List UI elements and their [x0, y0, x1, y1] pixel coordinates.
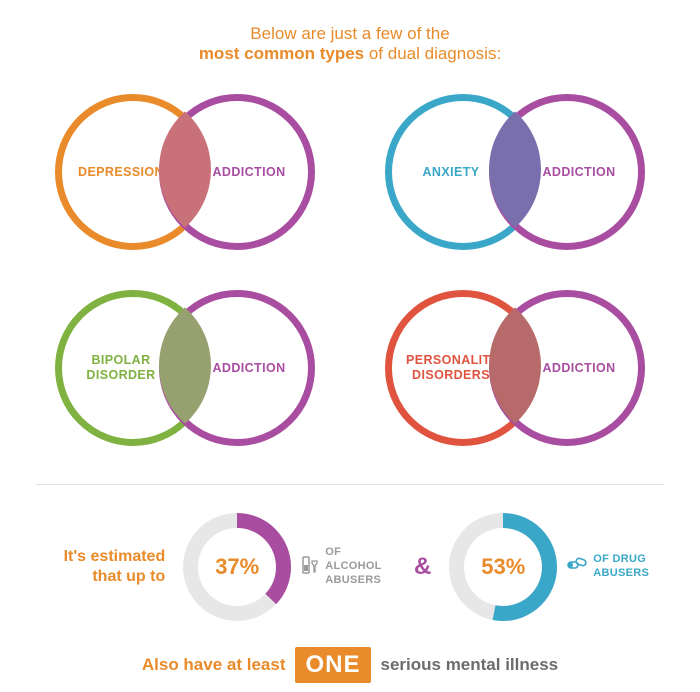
closing-line: Also have at least ONE serious mental il… [36, 647, 664, 683]
donut-drug-group: 53% OF DRUG ABUSERS [449, 513, 664, 621]
header-line-2-rest: of dual diagnosis: [364, 44, 501, 63]
closing-after: serious mental illness [381, 655, 559, 675]
section-divider [36, 484, 664, 485]
donut-alcohol: 37% [183, 513, 291, 621]
venn-circle-right: ADDICTION [159, 94, 315, 250]
pills-icon [567, 557, 587, 578]
venn-right-label: ADDICTION [542, 165, 615, 180]
one-badge: ONE [295, 647, 370, 683]
venn-pair: ANXIETY ADDICTION [385, 94, 645, 250]
donut-alcohol-label-text: OF ALCOHOL ABUSERS [325, 546, 396, 587]
closing-before: Also have at least [142, 655, 286, 675]
donut-alcohol-label: OF ALCOHOL ABUSERS [301, 546, 396, 587]
venn-pair: DEPRESSION ADDICTION [55, 94, 315, 250]
venn-circle-right: ADDICTION [489, 94, 645, 250]
donut-alcohol-group: 37% OF ALCOHOL ABUSERS [183, 513, 396, 621]
header-line-2: most common types of dual diagnosis: [36, 44, 664, 64]
venn-left-label: PERSONALITY DISORDERS [406, 353, 496, 383]
venn-pair: BIPOLAR DISORDER ADDICTION [55, 290, 315, 446]
venn-right-label: ADDICTION [212, 165, 285, 180]
infographic-header: Below are just a few of the most common … [36, 24, 664, 64]
venn-left-label: DEPRESSION [78, 165, 164, 180]
venn-right-label: ADDICTION [542, 361, 615, 376]
stats-intro-text: It's estimated that up to [36, 547, 165, 587]
donut-drug-label: OF DRUG ABUSERS [567, 553, 664, 581]
donut-alcohol-pct: 37% [183, 513, 291, 621]
venn-pair: PERSONALITY DISORDERS ADDICTION [385, 290, 645, 446]
header-line-1: Below are just a few of the [36, 24, 664, 44]
donut-drug-pct: 53% [449, 513, 557, 621]
ampersand: & [414, 553, 431, 581]
header-line-2-bold: most common types [199, 44, 364, 63]
venn-grid: DEPRESSION ADDICTION ANXIETY ADDICTION BIP… [36, 94, 664, 446]
donut-drug-label-text: OF DRUG ABUSERS [593, 553, 664, 581]
venn-right-label: ADDICTION [212, 361, 285, 376]
venn-circle-right: ADDICTION [489, 290, 645, 446]
donut-drug: 53% [449, 513, 557, 621]
venn-left-label: ANXIETY [423, 165, 480, 180]
alcohol-icon [301, 555, 319, 580]
venn-left-label: BIPOLAR DISORDER [76, 353, 166, 383]
stats-row: It's estimated that up to 37% OF ALCOHOL… [36, 513, 664, 621]
venn-circle-right: ADDICTION [159, 290, 315, 446]
